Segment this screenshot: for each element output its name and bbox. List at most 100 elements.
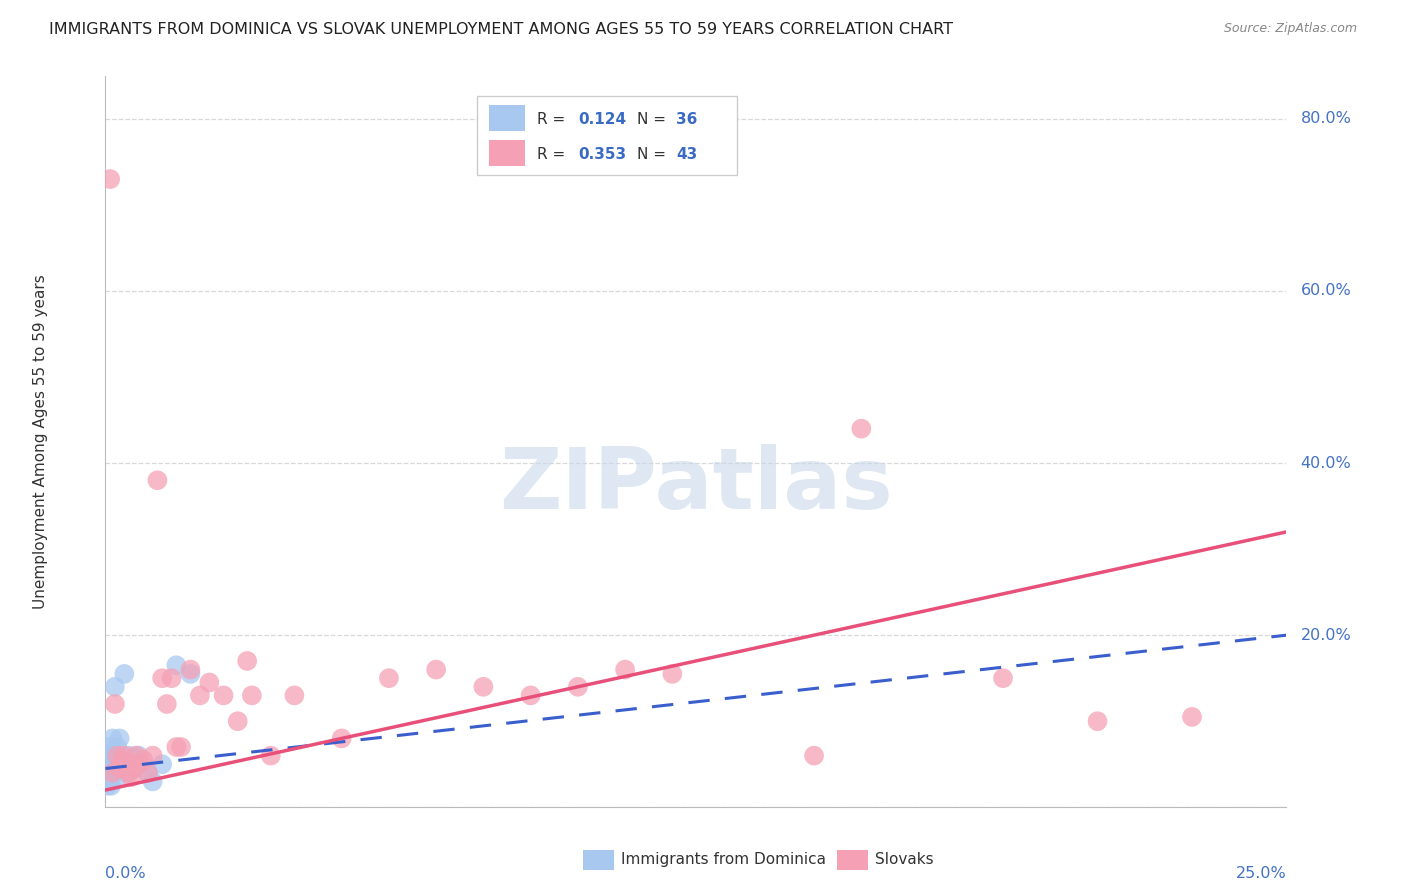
Point — [128, 757, 150, 772]
Point — [105, 739, 128, 754]
Point — [98, 774, 121, 789]
Point — [425, 663, 447, 677]
Point — [108, 762, 131, 776]
Point — [378, 671, 401, 685]
Point — [170, 739, 193, 754]
Text: R =: R = — [537, 112, 569, 128]
Point — [97, 762, 120, 776]
Point — [97, 757, 120, 772]
Text: Source: ZipAtlas.com: Source: ZipAtlas.com — [1223, 22, 1357, 36]
Point — [188, 689, 211, 703]
Point — [101, 765, 124, 780]
Point — [160, 671, 183, 685]
Point — [118, 765, 141, 780]
Text: 25.0%: 25.0% — [1236, 866, 1286, 880]
Point — [111, 753, 134, 767]
Point — [97, 753, 120, 767]
Point — [136, 765, 159, 780]
Point — [118, 748, 141, 763]
Point — [661, 666, 683, 681]
Text: ZIPatlas: ZIPatlas — [499, 444, 893, 527]
Point — [100, 765, 122, 780]
Point — [803, 748, 825, 763]
Point — [100, 779, 122, 793]
Point — [125, 748, 148, 763]
Point — [111, 757, 134, 772]
Point — [136, 765, 159, 780]
Point — [104, 680, 127, 694]
Point — [472, 680, 495, 694]
Text: Slovaks: Slovaks — [875, 853, 934, 867]
FancyBboxPatch shape — [489, 140, 524, 166]
Point — [198, 675, 221, 690]
Point — [226, 714, 249, 729]
Point — [97, 748, 120, 763]
Text: N =: N = — [637, 147, 671, 162]
Point — [240, 689, 263, 703]
Point — [101, 731, 124, 746]
Point — [156, 697, 179, 711]
Point — [103, 753, 125, 767]
Text: 0.124: 0.124 — [578, 112, 626, 128]
Text: 40.0%: 40.0% — [1301, 456, 1351, 471]
Point — [165, 658, 187, 673]
Point — [128, 748, 150, 763]
Text: 20.0%: 20.0% — [1301, 628, 1351, 642]
Text: 80.0%: 80.0% — [1301, 112, 1351, 127]
Point — [98, 748, 121, 763]
Point — [104, 748, 127, 763]
Point — [120, 770, 142, 784]
Point — [122, 762, 145, 776]
Point — [991, 671, 1014, 685]
Point — [132, 753, 155, 767]
Point — [97, 779, 120, 793]
Point — [179, 663, 201, 677]
Point — [179, 666, 201, 681]
Point — [105, 748, 128, 763]
Point — [165, 739, 187, 754]
Text: Unemployment Among Ages 55 to 59 years: Unemployment Among Ages 55 to 59 years — [32, 274, 48, 609]
Text: 0.353: 0.353 — [578, 147, 626, 162]
Point — [150, 671, 173, 685]
Point — [112, 748, 135, 763]
Text: N =: N = — [637, 112, 671, 128]
Point — [98, 739, 121, 754]
Point — [104, 697, 127, 711]
Point — [115, 765, 138, 780]
Point — [112, 666, 135, 681]
Point — [105, 770, 128, 784]
Point — [97, 774, 120, 789]
Point — [97, 770, 120, 784]
Point — [150, 757, 173, 772]
Point — [1181, 710, 1204, 724]
Point — [132, 757, 155, 772]
Point — [146, 473, 169, 487]
FancyBboxPatch shape — [489, 105, 524, 130]
Point — [260, 748, 283, 763]
Point — [236, 654, 259, 668]
Point — [98, 765, 121, 780]
Point — [101, 762, 124, 776]
Point — [283, 689, 305, 703]
Point — [519, 689, 541, 703]
Point — [851, 422, 873, 436]
Text: Immigrants from Dominica: Immigrants from Dominica — [621, 853, 827, 867]
Point — [98, 770, 121, 784]
Text: 0.0%: 0.0% — [105, 866, 146, 880]
Text: 60.0%: 60.0% — [1301, 284, 1351, 299]
Point — [1087, 714, 1109, 729]
Point — [98, 172, 121, 186]
Point — [567, 680, 589, 694]
Text: R =: R = — [537, 147, 569, 162]
Point — [330, 731, 353, 746]
Point — [108, 731, 131, 746]
Text: IMMIGRANTS FROM DOMINICA VS SLOVAK UNEMPLOYMENT AMONG AGES 55 TO 59 YEARS CORREL: IMMIGRANTS FROM DOMINICA VS SLOVAK UNEMP… — [49, 22, 953, 37]
Point — [98, 757, 121, 772]
Point — [614, 663, 637, 677]
Point — [212, 689, 235, 703]
Text: 36: 36 — [676, 112, 697, 128]
Point — [142, 748, 165, 763]
Point — [97, 765, 120, 780]
Text: 43: 43 — [676, 147, 697, 162]
Point — [142, 774, 165, 789]
